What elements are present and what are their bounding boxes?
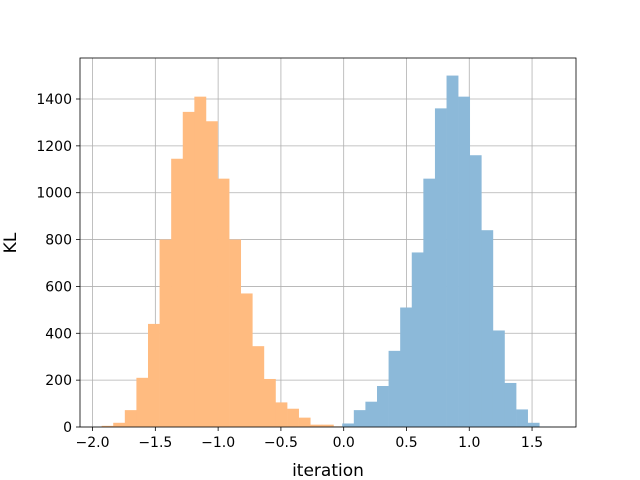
histogram-bar-series-1 [263, 378, 276, 427]
histogram-bar-series-1 [159, 239, 172, 427]
x-tick-label: 1.5 [521, 435, 543, 451]
histogram-bar-series-2 [469, 155, 482, 427]
histogram-bar-series-1 [205, 121, 218, 427]
histogram-bar-series-2 [516, 409, 528, 427]
y-tick-label: 1400 [36, 92, 72, 108]
x-axis-ticks: −2.0 −1.5 −1.0 −0.5 0.0 0.5 1.0 1.5 [76, 427, 543, 451]
histogram-bar-series-1 [229, 239, 242, 427]
histogram-bar-series-1 [113, 422, 126, 427]
histogram-bar-series-2 [423, 178, 436, 427]
histogram-bar-series-1 [310, 424, 323, 427]
y-tick-label: 400 [45, 326, 72, 342]
x-tick-label: −1.5 [138, 435, 172, 451]
histogram-bar-series-2 [411, 252, 424, 427]
histogram-bar-series-2 [434, 108, 447, 427]
histogram-bar-series-2 [527, 422, 540, 427]
histogram-bar-series-2 [353, 410, 366, 427]
histogram-bar-series-2 [446, 75, 459, 428]
x-tick-label: −0.5 [264, 435, 298, 451]
histogram-bar-series-1 [321, 424, 334, 427]
histogram-bar-series-1 [182, 111, 195, 427]
histogram-bar-series-1 [101, 425, 114, 427]
y-tick-label: 1200 [36, 139, 72, 155]
y-tick-label: 600 [45, 279, 72, 295]
histogram-bar-series-2 [365, 401, 378, 427]
histogram-bar-series-2 [504, 382, 517, 427]
y-axis-ticks: 0 200 400 600 800 1000 1200 1400 [36, 92, 80, 436]
histogram-bar-series-1 [194, 96, 207, 428]
histogram-bar-series-2 [388, 350, 401, 427]
histogram-bar-series-1 [171, 158, 184, 427]
x-tick-label: 0.5 [395, 435, 417, 451]
y-axis-title: KL [1, 232, 21, 253]
histogram-bar-series-2 [342, 423, 355, 427]
y-tick-label: 800 [45, 233, 72, 249]
histogram-bar-series-1 [287, 408, 299, 427]
histogram-bar-series-2 [400, 307, 413, 427]
x-tick-label: 1.0 [458, 435, 480, 451]
histogram-bar-series-2 [492, 330, 505, 427]
histogram-bar-series-1 [275, 402, 288, 427]
histogram-bar-series-1 [136, 377, 149, 427]
y-tick-label: 0 [63, 420, 72, 436]
histogram-bar-series-1 [217, 178, 230, 427]
histogram-bar-series-1 [298, 417, 311, 427]
histogram-bars [101, 75, 552, 428]
x-tick-label: 0.0 [333, 435, 355, 451]
histogram-bar-series-2 [458, 96, 471, 428]
plot-frame [79, 57, 577, 428]
x-tick-label: −1.0 [201, 435, 235, 451]
y-tick-label: 1000 [36, 186, 72, 202]
histogram-bar-series-1 [252, 346, 265, 427]
histogram-bar-series-2 [481, 230, 494, 427]
histogram-bar-series-1 [240, 293, 253, 427]
x-tick-label: −2.0 [76, 435, 110, 451]
y-tick-label: 200 [45, 373, 72, 389]
histogram-bar-series-1 [124, 410, 137, 427]
x-axis-title: iteration [292, 461, 364, 480]
histogram-bar-series-2 [376, 386, 389, 427]
histogram-bar-series-1 [147, 323, 160, 427]
